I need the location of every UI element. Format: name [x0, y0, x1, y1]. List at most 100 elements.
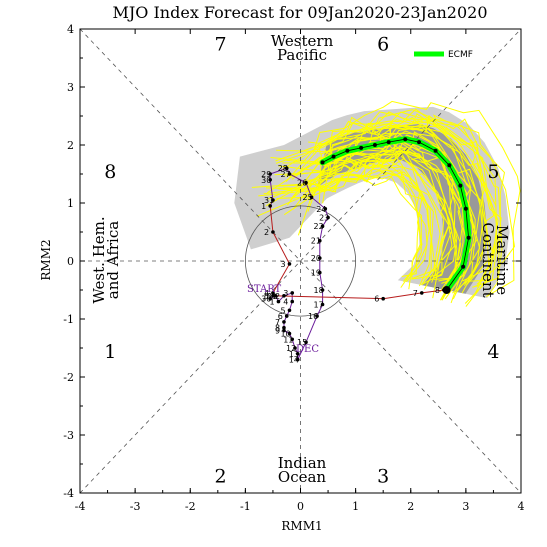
ensemble-member-line: [300, 150, 462, 280]
observed-point: [282, 328, 286, 333]
observed-point: [268, 296, 272, 301]
observed-day-label: 26: [297, 179, 307, 188]
phase-label: 1: [104, 341, 116, 363]
observed-point: [271, 294, 275, 298]
observed-day-label: 6: [278, 312, 283, 321]
observed-day-label: 19: [311, 269, 321, 278]
observed-day-label: 4: [283, 298, 288, 307]
observed-day-label: 1: [261, 202, 266, 211]
x-tick-label: 0: [297, 500, 304, 513]
region-top-line2: Pacific: [277, 46, 327, 64]
observed-point: [273, 294, 278, 298]
phase-label: 8: [104, 161, 116, 183]
phase-guides: [79, 28, 522, 494]
x-tick-label: 4: [518, 500, 525, 513]
observed-day-label: 24: [316, 205, 326, 214]
observed-point: [309, 195, 314, 199]
observed-point: [419, 291, 424, 295]
y-tick-label: 2: [67, 139, 74, 152]
ensemble-member-line: [276, 123, 478, 304]
forecast-mean-point: [359, 145, 364, 150]
x-tick-label: -1: [240, 500, 251, 513]
observed-day-label: 31: [264, 196, 274, 205]
legend-label: ECMF: [448, 50, 473, 60]
observed-point: [287, 262, 292, 266]
ensemble-members: [251, 100, 521, 307]
forecast-mean-point: [331, 154, 336, 159]
ensemble-member-line: [300, 120, 499, 304]
forecast-mean-point: [463, 206, 468, 211]
observed-point: [295, 357, 300, 362]
x-tick-label: 1: [352, 500, 359, 513]
observed-day-label: 2: [264, 228, 269, 237]
ensemble-member-line: [290, 122, 488, 294]
observed-point: [304, 340, 308, 345]
forecast-mean-point: [458, 183, 463, 188]
observed-point: [287, 172, 292, 176]
observed-point: [271, 291, 275, 295]
observed-point: [381, 296, 385, 301]
ensemble-member-line: [277, 171, 421, 277]
ensemble-member-line: [266, 132, 476, 285]
observed-day-label: 8: [435, 286, 440, 295]
observed-point: [287, 308, 292, 313]
x-tick-label: -4: [75, 500, 86, 513]
observed-point: [295, 352, 300, 356]
dec-marker-label: DEC: [296, 344, 319, 355]
observed-point: [271, 198, 275, 202]
phase-label: 6: [377, 34, 389, 56]
observed-day-label: 3: [280, 260, 285, 269]
observed-point: [320, 224, 325, 228]
y-tick-label: -3: [63, 429, 74, 442]
observed-day-label: 27: [280, 170, 290, 179]
observed-day-label: 23: [319, 214, 329, 223]
forecast-mean-point: [461, 264, 466, 269]
ensemble-member-line: [285, 145, 468, 301]
observed-point: [317, 238, 322, 243]
observed-day-label: 16: [308, 312, 318, 321]
x-tick-label: -3: [130, 500, 141, 513]
region-bottom-line1: Indian: [278, 454, 327, 472]
ensemble-member-line: [312, 100, 521, 298]
observed-point: [320, 302, 325, 307]
observed-point: [268, 172, 272, 176]
observed-day-label: 5: [264, 292, 269, 301]
observed-day-label: 5: [280, 306, 285, 315]
forecast-mean-point: [345, 148, 350, 153]
phase-label: 3: [377, 466, 389, 488]
observed-point: [268, 178, 272, 182]
observed-point: [282, 294, 286, 298]
observed-point: [326, 215, 330, 220]
observed-track: 3031123456789101112131415161718192021222…: [261, 164, 446, 365]
observed-day-label: 4: [264, 289, 269, 298]
observed-point: [284, 166, 289, 170]
observed-point: [290, 337, 295, 342]
y-tick-label: 3: [67, 81, 74, 94]
chart-title: MJO Index Forecast for 09Jan2020-23Jan20…: [112, 3, 487, 22]
observed-point: [290, 299, 295, 304]
observed-point: [284, 314, 289, 318]
ensemble-member-line: [275, 111, 503, 288]
x-tick-label: -2: [185, 500, 196, 513]
phase-label: 5: [487, 161, 499, 183]
observed-day-label: 25: [303, 193, 313, 202]
observed-day-label: 29: [261, 170, 271, 179]
region-bottom-line2: Ocean: [278, 468, 327, 486]
observed-point: [282, 320, 286, 324]
observed-day-label: 17: [314, 301, 324, 310]
observed-day-label: 1: [269, 298, 274, 307]
ensemble-member-line: [278, 151, 453, 279]
y-tick-label: -1: [63, 313, 74, 326]
observed-point: [287, 331, 292, 336]
observed-day-label: 21: [311, 237, 321, 246]
forecast-mean-point: [372, 143, 377, 147]
y-tick-label: -2: [63, 371, 74, 384]
observed-day-label: 18: [314, 286, 324, 295]
observed-point: [323, 207, 328, 211]
forecast-mean-point: [466, 235, 471, 240]
phase-label: 2: [215, 466, 227, 488]
observed-day-label: 8: [275, 324, 280, 333]
observed-day-label: 9: [275, 327, 280, 336]
